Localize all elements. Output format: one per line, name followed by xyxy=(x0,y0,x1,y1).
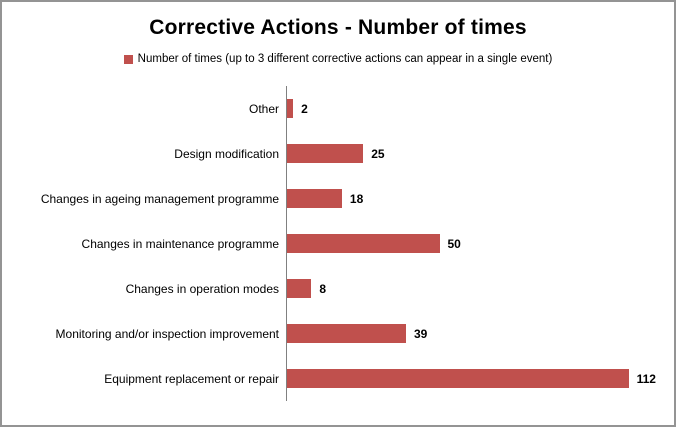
bar xyxy=(287,99,294,118)
value-label: 50 xyxy=(447,236,461,251)
legend-marker-icon xyxy=(123,54,133,64)
plot-area: 25 xyxy=(286,131,666,176)
plot-area: 8 xyxy=(286,266,666,311)
bar xyxy=(287,324,406,343)
chart-row: Changes in operation modes 8 xyxy=(10,266,666,311)
value-label: 25 xyxy=(371,146,385,161)
value-label: 18 xyxy=(349,191,364,206)
legend: Number of times (up to 3 different corre… xyxy=(10,53,666,65)
chart-row: Design modification 25 xyxy=(10,131,666,176)
value-label: 112 xyxy=(636,371,656,386)
legend-label: Number of times (up to 3 different corre… xyxy=(137,53,553,65)
plot-area: 112 xyxy=(286,356,666,401)
chart-row: Equipment replacement or repair 112 xyxy=(10,356,666,401)
category-label: Other xyxy=(248,101,279,116)
bar xyxy=(287,234,440,253)
bar-chart: Other 2 Design modification 25 Changes in ag… xyxy=(10,86,666,401)
plot-area: 18 xyxy=(286,176,666,221)
chart-title: Corrective Actions - Number of times xyxy=(149,16,527,39)
value-label: 39 xyxy=(413,326,428,341)
plot-area: 50 xyxy=(286,221,666,266)
chart-row: Changes in maintenance programme 50 xyxy=(10,221,666,266)
category-label: Equipment replacement or repair xyxy=(104,371,279,386)
category-label: Changes in operation modes xyxy=(125,281,279,296)
bar xyxy=(287,144,364,163)
plot-area: 39 xyxy=(286,311,666,356)
bar xyxy=(287,279,312,298)
plot-area: 2 xyxy=(286,86,666,131)
chart-row: Changes in ageing management programme 18 xyxy=(10,176,666,221)
category-label: Design modification xyxy=(174,146,279,161)
bar xyxy=(287,189,342,208)
bar xyxy=(287,369,629,388)
value-label: 2 xyxy=(301,101,308,116)
value-label: 8 xyxy=(319,281,327,296)
chart-row: Other 2 xyxy=(10,86,666,131)
category-label: Monitoring and/or inspection improvement xyxy=(55,326,279,341)
category-label: Changes in ageing management programme xyxy=(40,191,279,206)
category-label: Changes in maintenance programme xyxy=(81,236,279,251)
chart-row: Monitoring and/or inspection improvement… xyxy=(10,311,666,356)
